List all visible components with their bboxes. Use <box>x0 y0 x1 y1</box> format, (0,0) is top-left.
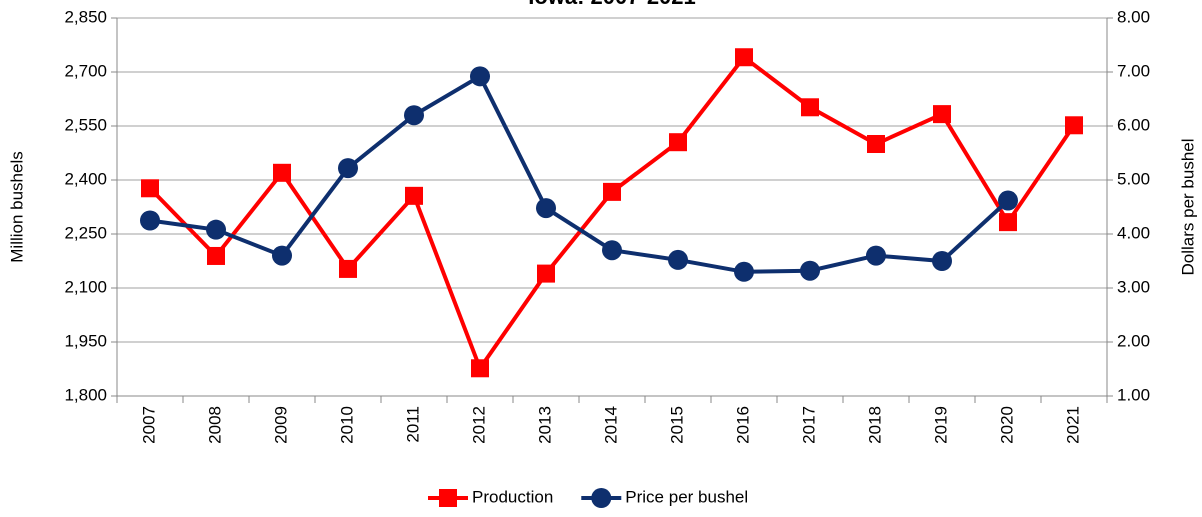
series-marker <box>471 359 489 378</box>
chart-title: Iowa: 2007-2021 <box>528 0 696 9</box>
y2-tick-label: 5.00 <box>1117 169 1150 188</box>
legend-marker <box>439 489 457 507</box>
x-tick-label: 2014 <box>601 406 620 444</box>
y-tick-label: 2,400 <box>64 169 107 188</box>
y-tick-label: 2,700 <box>64 61 107 80</box>
x-tick-label: 2021 <box>1063 406 1082 444</box>
y-tick-label: 2,850 <box>64 7 107 26</box>
x-tick-label: 2009 <box>271 406 290 444</box>
y2-tick-label: 2.00 <box>1117 331 1150 350</box>
y2-tick-label: 4.00 <box>1117 223 1150 242</box>
series-marker <box>867 135 885 153</box>
y2-tick-label: 8.00 <box>1117 7 1150 26</box>
series-marker <box>933 105 951 124</box>
x-tick-label: 2013 <box>535 406 554 444</box>
y-tick-label: 2,550 <box>64 115 107 134</box>
series-marker <box>206 219 226 240</box>
series-marker <box>470 66 490 87</box>
series-line <box>149 73 1010 274</box>
legend-label: Price per bushel <box>625 487 748 506</box>
series-marker <box>338 158 358 179</box>
x-tick-label: 2011 <box>403 406 422 443</box>
x-tick-label: 2016 <box>733 406 752 444</box>
y2-tick-label: 3.00 <box>1117 277 1150 296</box>
series-line <box>148 54 1076 373</box>
series-marker <box>273 163 291 182</box>
y-tick-label: 2,250 <box>64 223 107 242</box>
y-axis-title: Million bushels <box>7 151 26 263</box>
series-marker <box>999 213 1017 232</box>
series-marker <box>537 264 555 283</box>
series-marker <box>339 259 357 278</box>
x-tick-label: 2017 <box>799 406 818 444</box>
x-tick-label: 2015 <box>667 406 686 444</box>
y2-tick-label: 6.00 <box>1117 115 1150 134</box>
series-marker <box>404 105 424 126</box>
legend-marker <box>591 488 612 508</box>
series-marker <box>272 245 292 266</box>
series-marker <box>735 48 753 67</box>
series-marker <box>801 98 819 117</box>
series-marker <box>932 251 952 271</box>
series-marker <box>1065 116 1083 135</box>
x-tick-label: 2007 <box>139 406 158 444</box>
y2-tick-label: 7.00 <box>1117 61 1150 80</box>
series-marker <box>141 179 159 198</box>
y2-tick-label: 1.00 <box>1117 385 1150 404</box>
x-tick-label: 2018 <box>865 406 884 444</box>
series-marker <box>998 190 1018 211</box>
series-marker <box>207 246 225 265</box>
y-tick-label: 2,100 <box>64 277 107 296</box>
x-tick-label: 2012 <box>469 406 488 444</box>
series-marker <box>800 260 820 281</box>
series-marker <box>140 210 160 231</box>
series-marker <box>669 133 687 152</box>
series-marker <box>603 182 621 201</box>
series-marker <box>405 186 423 205</box>
series-marker <box>536 198 556 219</box>
series-marker <box>602 240 622 261</box>
y-tick-label: 1,950 <box>64 331 107 350</box>
series-marker <box>866 245 886 266</box>
x-tick-label: 2020 <box>997 406 1016 444</box>
series-marker <box>668 249 688 270</box>
x-tick-label: 2010 <box>337 406 356 444</box>
x-tick-label: 2008 <box>205 406 224 444</box>
series-marker <box>734 261 754 282</box>
legend-label: Production <box>472 487 553 506</box>
x-tick-label: 2019 <box>931 406 950 444</box>
y2-axis-title: Dollars per bushel <box>1178 138 1197 275</box>
y-tick-label: 1,800 <box>64 385 107 404</box>
